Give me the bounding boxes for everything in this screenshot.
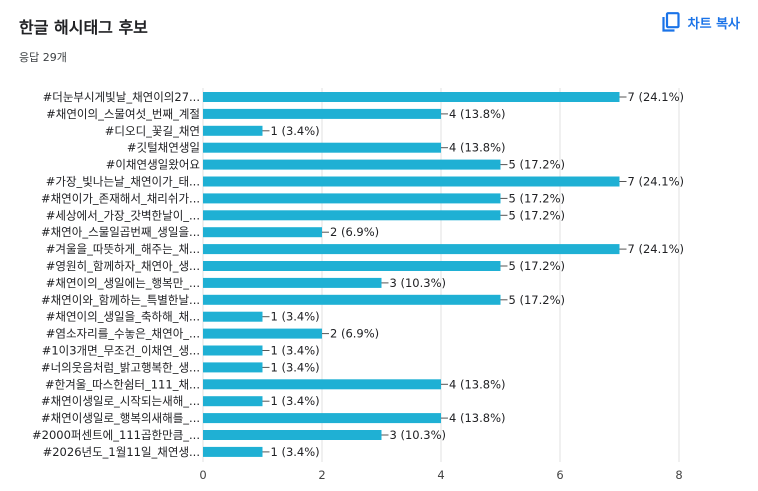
bar: [203, 430, 382, 440]
category-label: #채연이가_존재해서_채리쉬가...: [41, 191, 200, 205]
category-label: #너의웃음처럼_밝고행복한_생...: [41, 360, 200, 374]
bar: [203, 446, 263, 457]
category-label: #염소자리를_수놓은_채연아_...: [46, 327, 200, 341]
bar: [203, 294, 501, 305]
value-label: 5 (17.2%): [509, 191, 565, 205]
bar: [203, 92, 620, 102]
value-label: 1 (3.4%): [271, 360, 320, 374]
category-label: #한겨울_따스한쉼터_111_채...: [45, 377, 200, 391]
bar: [203, 379, 441, 390]
x-tick-label: 8: [675, 468, 682, 482]
x-tick-label: 6: [556, 468, 563, 482]
category-label: #채연이와_함께하는_특별한날...: [41, 293, 200, 307]
value-label: 5 (17.2%): [509, 158, 565, 172]
value-label: 4 (13.8%): [449, 141, 505, 155]
category-label: #채연이의_생일에는_행복만_...: [46, 276, 200, 290]
value-label: 2 (6.9%): [330, 225, 379, 239]
bar: [203, 159, 501, 170]
x-tick-label: 2: [318, 468, 325, 482]
x-tick-label: 4: [437, 468, 444, 482]
bar: [203, 311, 263, 322]
bar: [203, 227, 322, 238]
category-label: #채연이의_스물여섯_번째_계절: [46, 107, 200, 121]
category-label: #가장_빛나는날_채연이가_태...: [46, 175, 200, 189]
value-label: 4 (13.8%): [449, 377, 505, 391]
category-label: #더눈부시게빛날_채연이의27...: [43, 90, 200, 104]
bar: [203, 345, 263, 356]
category-label: #1이3개면_무조건_이채연_생...: [42, 344, 200, 358]
category-label: #디오디_꽃길_채연: [105, 124, 200, 138]
value-label: 5 (17.2%): [509, 208, 565, 222]
bar: [203, 277, 382, 288]
response-count: 응답 29개: [19, 51, 67, 64]
value-label: 4 (13.8%): [449, 107, 505, 121]
category-label: #채연이생일로_시작되는새해_...: [41, 394, 200, 408]
bar: [203, 125, 263, 136]
value-label: 5 (17.2%): [509, 293, 565, 307]
bar: [203, 176, 620, 187]
category-label: #세상에서_가장_갓벽한날이_...: [46, 208, 200, 222]
bar: [203, 244, 620, 255]
category-label: #깃털채연생일: [127, 141, 200, 155]
bar: [203, 328, 322, 339]
value-label: 1 (3.4%): [271, 445, 320, 459]
value-label: 1 (3.4%): [271, 394, 320, 408]
bar: [203, 210, 501, 221]
x-tick-label: 0: [199, 468, 206, 482]
value-label: 2 (6.9%): [330, 327, 379, 341]
category-label: #채연이생일로_행복의새해를_...: [41, 411, 200, 425]
category-label: #2026년도_1월11일_채연생...: [43, 445, 200, 459]
bar: [203, 142, 441, 153]
value-label: 3 (10.3%): [390, 428, 446, 442]
value-label: 7 (24.1%): [628, 242, 684, 256]
copy-icon: [662, 12, 680, 32]
category-label: #채연이의_생일을_축하해_채...: [46, 310, 200, 324]
category-label: #2000퍼센트에_111곱한만큼_...: [32, 428, 200, 442]
bar: [203, 396, 263, 407]
bar: [203, 362, 263, 373]
value-label: 5 (17.2%): [509, 259, 565, 273]
value-label: 3 (10.3%): [390, 276, 446, 290]
bar: [203, 108, 441, 119]
category-label: #영원히_함께하자_채연아_생...: [46, 259, 200, 273]
copy-chart-label: 차트 복사: [687, 16, 740, 32]
bar: [203, 193, 501, 204]
category-label: #채연아_스물일곱번째_생일을...: [41, 225, 200, 239]
value-label: 1 (3.4%): [271, 310, 320, 324]
chart-title: 한글 해시태그 후보: [19, 18, 148, 37]
value-label: 1 (3.4%): [271, 124, 320, 138]
copy-chart-button[interactable]: 차트 복사: [662, 12, 740, 32]
bar: [203, 261, 501, 271]
value-label: 7 (24.1%): [628, 175, 684, 189]
value-label: 1 (3.4%): [271, 344, 320, 358]
value-label: 7 (24.1%): [628, 90, 684, 104]
value-label: 4 (13.8%): [449, 411, 505, 425]
category-label: #이채연생일왔어요: [106, 158, 200, 172]
category-label: #겨울을_따뜻하게_해주는_채...: [46, 242, 200, 256]
bar: [203, 413, 441, 424]
